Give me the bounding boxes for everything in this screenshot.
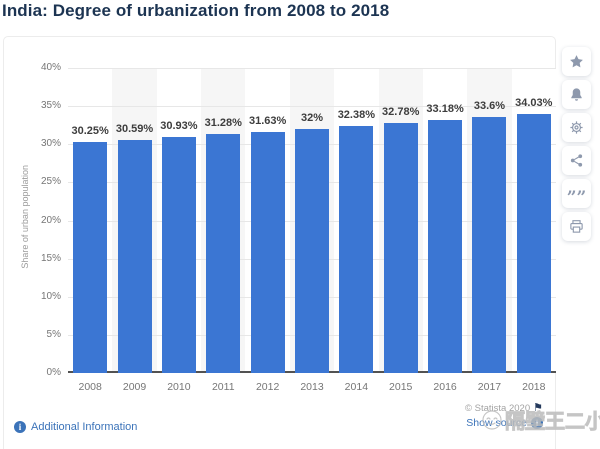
copyright-text: © Statista 2020: [465, 403, 531, 414]
x-tick-label: 2009: [122, 381, 147, 393]
show-source-link[interactable]: Show source i: [465, 417, 543, 429]
y-tick-label: 0%: [46, 367, 61, 378]
y-tick-label: 30%: [40, 138, 61, 150]
additional-information-label: Additional Information: [31, 421, 138, 433]
bar-value-label: 30.59%: [115, 122, 154, 135]
bar-value-label: 31.28%: [204, 117, 242, 130]
x-tick-label: 2015: [389, 381, 413, 393]
bar-2014[interactable]: [339, 126, 374, 373]
x-tick-label: 2011: [211, 381, 235, 393]
bar-value-label: 34.03%: [515, 96, 553, 109]
copyright-line: © Statista 2020 ⚑: [465, 402, 543, 415]
bar-chart-plot-area: 30.25% 2008 30.59% 2009 30.93% 2010 31.28% 2011…: [68, 68, 556, 393]
x-tick-label: 2012: [255, 381, 280, 393]
info-icon: i: [14, 421, 26, 433]
cite-button[interactable]: ””: [562, 179, 591, 208]
gridline: [68, 106, 556, 108]
bar-2016[interactable]: [428, 120, 463, 373]
bell-icon: [571, 88, 582, 101]
y-tick-label: 20%: [40, 214, 61, 226]
bar-value-label: 33.6%: [473, 99, 506, 112]
bar-value-label: 33.18%: [426, 103, 464, 115]
print-button[interactable]: [562, 212, 591, 241]
bar-value-label: 32%: [300, 112, 323, 124]
x-tick-label: 2008: [78, 381, 102, 393]
bar-value-label: 30.93%: [160, 120, 198, 133]
info-icon: i: [531, 417, 543, 429]
bar-2013[interactable]: [295, 129, 329, 373]
share-button[interactable]: [562, 146, 591, 175]
page-title: India: Degree of urbanization from 2008 …: [2, 1, 390, 20]
bar-2018[interactable]: [516, 113, 551, 373]
notifications-button[interactable]: [562, 80, 591, 109]
y-tick-label: 25%: [40, 176, 61, 188]
star-icon: [570, 55, 583, 68]
y-tick-label: 5%: [46, 328, 61, 340]
y-tick-label: 10%: [40, 290, 61, 302]
bar-value-label: 30.25%: [71, 125, 109, 138]
bar-2008[interactable]: [73, 142, 108, 373]
bar-2015[interactable]: [383, 123, 418, 373]
flag-icon: ⚑: [533, 402, 543, 414]
x-tick-label: 2016: [433, 381, 457, 393]
bar-2011[interactable]: [206, 134, 241, 373]
share-icon: [570, 154, 583, 167]
print-icon: [570, 220, 583, 233]
y-tick-label: 40%: [40, 62, 61, 73]
show-source-label: Show source: [466, 417, 527, 429]
gridline: [68, 68, 556, 69]
x-tick-label: 2013: [300, 381, 324, 393]
chart-card: Share of urban population 30.25% 2008 30.5…: [3, 36, 556, 449]
bar-2012[interactable]: [250, 131, 285, 373]
x-tick-label: 2018: [522, 381, 546, 393]
footer-right: © Statista 2020 ⚑ Show source i: [465, 403, 543, 429]
y-tick-label: 35%: [40, 100, 61, 112]
favorite-button[interactable]: [562, 47, 591, 76]
bar-2009[interactable]: [117, 139, 152, 373]
bar-value-label: 32.78%: [382, 106, 420, 119]
quote-icon: ””: [566, 187, 587, 208]
additional-information-link[interactable]: i Additional Information: [14, 421, 137, 433]
bar-2017[interactable]: [472, 116, 507, 373]
bar-value-label: 31.63%: [248, 114, 287, 127]
x-tick-label: 2017: [477, 381, 502, 393]
settings-button[interactable]: [562, 113, 591, 142]
x-tick-label: 2010: [167, 381, 191, 393]
bar-2010[interactable]: [161, 137, 196, 373]
x-tick-label: 2014: [344, 381, 369, 393]
gear-icon: [570, 121, 583, 134]
bar-value-label: 32.38%: [337, 109, 375, 122]
y-tick-label: 15%: [40, 252, 61, 264]
